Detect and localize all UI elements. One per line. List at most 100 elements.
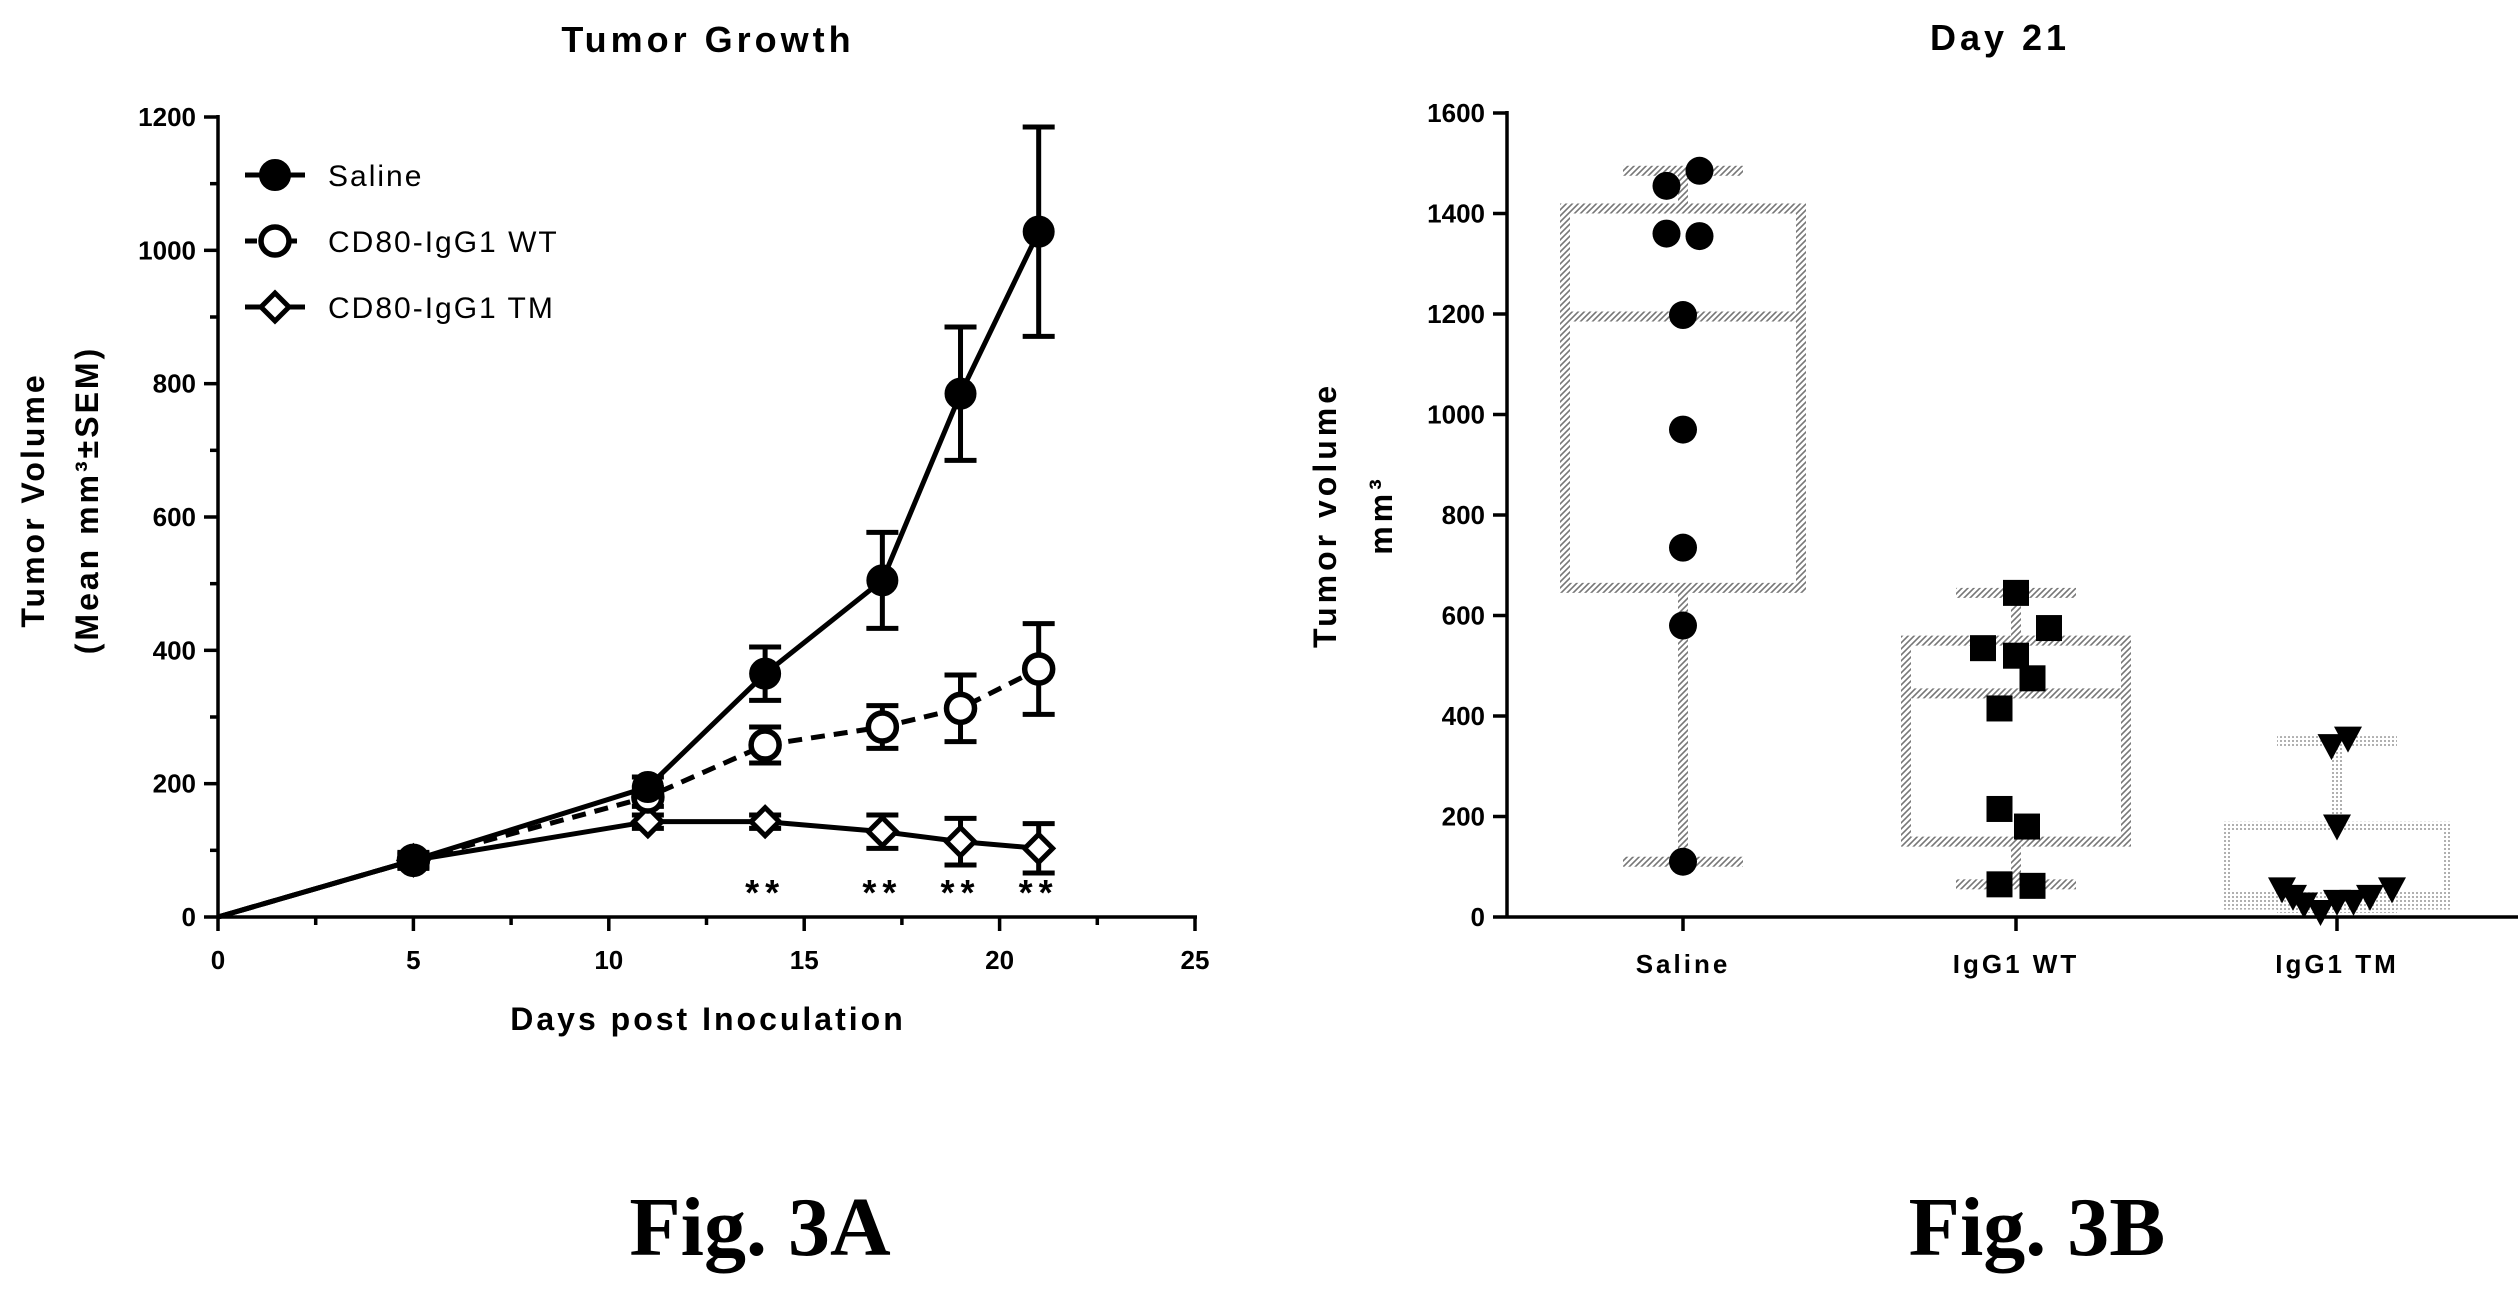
data-point [1986,795,2013,822]
x-tick-label: IgG1 WT [1953,949,2079,979]
data-point [2019,872,2046,899]
x-tick-label: 0 [211,945,225,975]
x-tick-label: 10 [594,945,623,975]
whisker-upper [2332,741,2342,827]
data-point [1022,215,1055,248]
chart-a-ylabel-line2: (Mean mm³±SEM) [69,346,105,654]
data-point [1970,635,1996,662]
chart-b-ylabel-line2: mm³ [1363,475,1399,555]
chart-b-points [1652,156,2406,926]
series-line [217,819,1039,920]
data-point [943,691,978,726]
box-iqr [1901,635,2131,847]
data-point [2003,579,2029,606]
data-point [866,564,899,597]
data-point [1986,871,2013,898]
data-point [2003,642,2029,669]
data-point [865,710,900,744]
chart-b-ylabel: Tumor volume [1307,382,1343,648]
whisker-upper [1678,170,1688,209]
data-point [942,824,979,860]
data-point [1685,222,1714,251]
y-tick-label: 1400 [1427,199,1485,229]
chart-a-axes: 0 5 10 15 20 25 0 200 400 600 800 1000 1200 [138,102,1209,975]
data-point [2036,615,2062,642]
x-tick-label: 20 [985,945,1014,975]
data-point [1669,301,1697,330]
data-point [1652,219,1681,248]
significance-mark: ** [941,872,981,913]
data-point [1669,533,1697,562]
data-point [1669,415,1697,444]
whisker-lower [2011,841,2021,885]
chart-a-legend: Saline CD80-IgG1 WT CD80-IgG1 TM [245,159,559,325]
y-tick-label: 400 [1442,701,1485,731]
data-point [944,377,977,410]
y-tick-label: 1200 [1427,299,1485,329]
series-cd80-igg1-tm [217,804,1057,920]
whisker-cap-min [1956,879,2076,890]
data-point [2014,813,2040,840]
box-igg1-wt [1901,587,2131,890]
data-point [1652,171,1681,200]
data-point [2306,899,2335,926]
x-tick-label: IgG1 TM [2275,949,2399,979]
significance-mark: ** [862,872,902,913]
x-tick-label: 25 [1181,945,1210,975]
panel-b-day21: Day 21 Tumor volume mm³ 0 200 400 600 800 100… [1307,17,2518,979]
significance-mark: ** [745,872,785,913]
data-point [748,728,782,762]
data-point [2323,814,2351,841]
chart-b-boxes [1560,165,2452,913]
y-tick-label: 1000 [138,235,196,265]
x-tick-label: Saline [1636,949,1731,979]
legend-marker [257,289,293,325]
chart-a-title: Tumor Growth [561,19,854,60]
data-point [630,804,666,840]
y-tick-label: 0 [1471,902,1485,932]
chart-a-ylabel: Tumor Volume [15,372,51,627]
legend-marker [258,224,292,258]
data-point [2378,877,2406,904]
series-line [217,230,1041,920]
y-tick-label: 600 [153,502,196,532]
y-tick-label: 400 [153,635,196,665]
y-tick-label: 600 [1442,601,1485,631]
data-point [749,657,782,690]
whisker-upper [2011,592,2021,641]
caption-fig-3a: Fig. 3A [629,1181,891,1274]
points-saline [1652,156,1714,876]
data-point [2356,884,2384,911]
data-point [864,814,900,850]
y-tick-label: 800 [1442,500,1485,530]
chart-b-title: Day 21 [1930,17,2070,58]
series-cd80-igg1-wt [217,621,1056,920]
data-point [1986,695,2013,722]
data-point [2334,726,2362,753]
significance-mark: ** [1019,872,1059,913]
data-point [1669,847,1697,876]
x-tick-label: 5 [406,945,420,975]
legend-label: CD80-IgG1 WT [328,226,559,259]
chart-b-axes: 0 200 400 600 800 1000 1200 1400 1600 Saline IgG1 … [1427,98,2518,979]
chart-a-series [217,124,1057,920]
data-point [1021,830,1057,866]
legend-label: CD80-IgG1 TM [328,292,555,325]
chart-a-annotations: ** ** ** ** [745,872,1059,913]
data-point [2290,892,2318,919]
panel-a-tumor-growth: Tumor Growth Days post Inoculation Tumor… [15,19,1209,1037]
data-point [2339,889,2368,916]
y-tick-label: 1600 [1427,98,1485,128]
chart-a-xlabel: Days post Inoculation [510,1001,905,1037]
box-saline [1560,165,1806,867]
y-tick-label: 200 [153,769,196,799]
data-point [1685,156,1714,185]
legend-marker [259,159,291,191]
y-tick-label: 0 [182,902,196,932]
data-point [397,844,430,877]
points-igg1-wt [1970,579,2062,899]
points-igg1-tm [2268,726,2406,926]
caption-fig-3b: Fig. 3B [1909,1181,2166,1274]
x-tick-label: 15 [790,945,819,975]
